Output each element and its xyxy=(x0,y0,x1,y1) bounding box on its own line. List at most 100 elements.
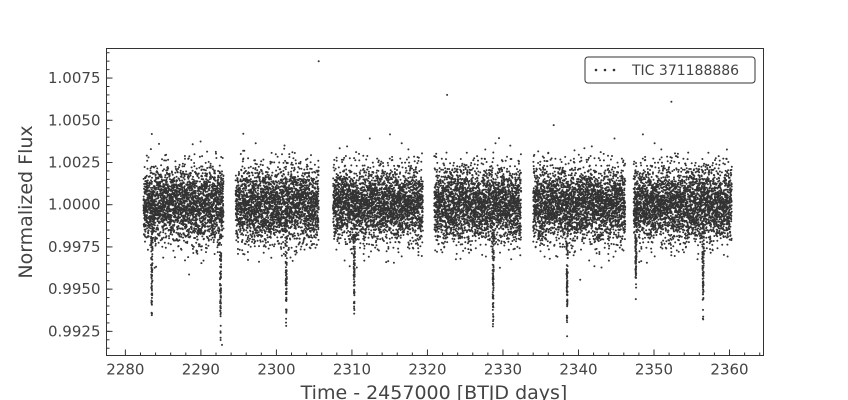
flux-point xyxy=(150,171,153,174)
flux-point xyxy=(150,179,152,182)
flux-point xyxy=(236,178,239,180)
flux-point xyxy=(169,222,172,225)
flux-point xyxy=(241,175,244,178)
flux-point xyxy=(254,240,257,243)
flux-point xyxy=(312,219,315,222)
flux-point xyxy=(218,243,221,246)
flux-point xyxy=(304,212,307,215)
flux-point xyxy=(187,231,190,234)
flux-point xyxy=(311,190,314,192)
flux-point xyxy=(261,240,264,243)
flux-point xyxy=(265,194,268,197)
flux-point xyxy=(261,172,264,175)
flux-point xyxy=(296,171,299,174)
flux-point xyxy=(261,205,264,208)
flux-point xyxy=(255,213,258,216)
flux-point xyxy=(144,223,147,226)
flux-point xyxy=(183,165,186,168)
flux-point xyxy=(292,183,295,186)
flux-point xyxy=(201,222,204,225)
flux-point xyxy=(191,247,194,250)
flux-point xyxy=(153,230,156,232)
flux-point xyxy=(222,183,225,185)
flux-point xyxy=(186,189,189,192)
flux-point xyxy=(166,211,169,214)
flux-point xyxy=(297,234,300,237)
flux-point xyxy=(184,157,186,160)
flux-point xyxy=(218,164,221,167)
flux-point xyxy=(218,176,220,179)
flux-point xyxy=(208,189,211,192)
flux-point xyxy=(238,195,241,198)
flux-point xyxy=(251,171,254,174)
flux-point xyxy=(299,160,302,163)
flux-point xyxy=(246,215,249,218)
flux-point xyxy=(209,162,212,165)
flux-point xyxy=(143,166,146,168)
flux-point xyxy=(293,234,296,237)
flux-point xyxy=(151,180,153,183)
flux-point xyxy=(142,177,145,180)
flux-point xyxy=(241,183,244,186)
flux-point xyxy=(208,230,211,233)
flux-point xyxy=(146,182,149,185)
flux-point xyxy=(168,185,171,188)
flux-point xyxy=(150,133,153,135)
flux-point xyxy=(235,239,238,242)
flux-point xyxy=(149,224,152,227)
flux-point xyxy=(255,163,258,166)
flux-point xyxy=(151,241,154,244)
flux-point xyxy=(154,242,157,245)
flux-point xyxy=(222,187,224,190)
flux-point xyxy=(174,160,177,163)
flux-point xyxy=(158,221,161,224)
flux-point xyxy=(182,170,185,173)
flux-point xyxy=(285,178,288,181)
flux-point xyxy=(162,183,165,186)
flux-point xyxy=(154,221,157,224)
flux-point xyxy=(194,190,197,192)
flux-point xyxy=(250,216,253,219)
flux-point xyxy=(258,178,261,181)
flux-point xyxy=(237,213,240,216)
flux-point xyxy=(145,214,148,217)
flux-point xyxy=(196,218,199,221)
flux-point xyxy=(179,169,182,172)
flux-point xyxy=(271,171,274,174)
flux-point xyxy=(161,203,164,206)
flux-point xyxy=(253,207,256,210)
flux-point xyxy=(269,244,271,247)
flux-point xyxy=(217,232,220,234)
flux-point xyxy=(296,237,299,240)
flux-point xyxy=(204,169,207,172)
flux-point xyxy=(207,160,210,163)
flux-point xyxy=(237,184,240,187)
flux-point xyxy=(153,266,156,269)
flux-point xyxy=(209,164,212,167)
flux-point xyxy=(207,239,210,242)
flux-point xyxy=(157,241,160,244)
flux-point xyxy=(241,165,244,168)
flux-point xyxy=(164,205,167,208)
flux-point xyxy=(239,153,242,155)
flux-point xyxy=(264,238,267,241)
flux-point xyxy=(222,174,225,177)
flux-point xyxy=(162,231,165,234)
flux-point xyxy=(212,224,215,227)
flux-point xyxy=(244,189,247,192)
flux-point xyxy=(242,132,245,135)
flux-point xyxy=(149,227,152,230)
flux-point xyxy=(206,182,208,185)
flux-point xyxy=(191,143,194,146)
flux-point xyxy=(308,236,311,239)
flux-point xyxy=(254,159,256,162)
flux-point xyxy=(166,176,169,179)
flux-point xyxy=(185,225,188,228)
flux-point xyxy=(147,156,150,159)
flux-point xyxy=(281,175,284,178)
flux-point xyxy=(200,262,203,265)
flux-point xyxy=(165,153,168,156)
flux-point xyxy=(289,238,292,241)
flux-point xyxy=(183,178,186,181)
flux-point xyxy=(234,174,237,177)
